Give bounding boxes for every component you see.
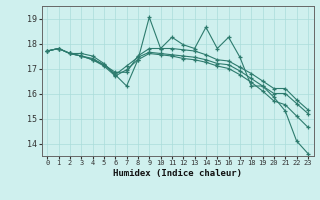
X-axis label: Humidex (Indice chaleur): Humidex (Indice chaleur) [113,169,242,178]
